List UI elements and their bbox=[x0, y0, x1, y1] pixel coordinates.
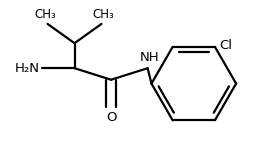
Text: CH₃: CH₃ bbox=[35, 8, 57, 21]
Text: NH: NH bbox=[140, 51, 159, 64]
Text: Cl: Cl bbox=[219, 39, 232, 52]
Text: H₂N: H₂N bbox=[15, 62, 40, 75]
Text: O: O bbox=[106, 111, 116, 124]
Text: CH₃: CH₃ bbox=[92, 8, 114, 21]
